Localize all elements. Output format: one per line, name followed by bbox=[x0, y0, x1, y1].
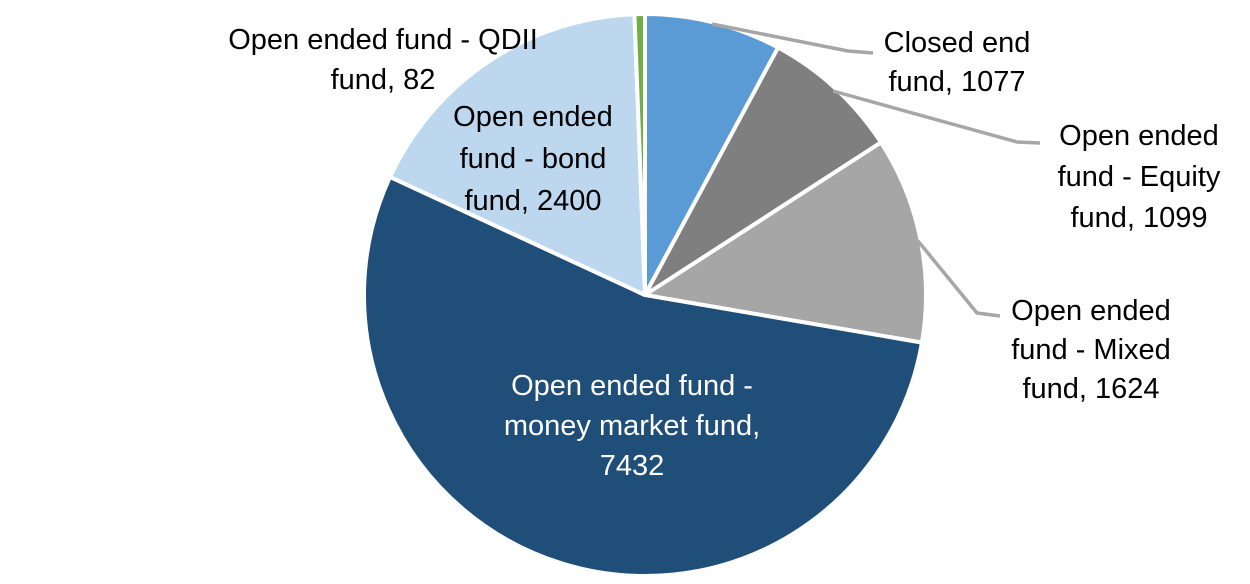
pie-slice-open-ended-fund-bond-fund bbox=[388, 12, 647, 297]
data-label-mixed-fund: Open ended fund - Mixed fund, 1624 bbox=[1011, 292, 1171, 409]
data-label-text: Open ended bbox=[1011, 295, 1171, 327]
data-label-text: Closed end bbox=[883, 27, 1031, 59]
data-label-qdii-fund: Open ended fund - QDII fund, 82 bbox=[228, 20, 538, 100]
data-label-bond-fund: Open ended fund - bond fund, 2400 bbox=[453, 96, 613, 222]
data-label-text: 7432 bbox=[599, 450, 665, 482]
pie-slice-closed-end-fund bbox=[643, 12, 781, 297]
pie-slices-group bbox=[362, 12, 928, 578]
data-label-text: fund - Equity bbox=[1057, 161, 1221, 193]
data-label-text: Open ended fund - QDII bbox=[228, 24, 538, 56]
data-label-text: fund, 2400 bbox=[464, 185, 602, 217]
data-label-closed-end-fund: Closed end fund, 1077 bbox=[884, 24, 1031, 102]
data-label-text: fund, 1077 bbox=[888, 66, 1026, 98]
data-label-text: Open ended bbox=[1059, 120, 1219, 152]
data-label-money-market-fund: Open ended fund - money market fund, 743… bbox=[504, 366, 760, 486]
data-label-text: fund - bond bbox=[459, 143, 607, 175]
data-label-text: fund, 1624 bbox=[1022, 373, 1160, 405]
pie-slice-open-ended-fund-money-market-fund bbox=[362, 174, 924, 578]
data-label-text: money market fund, bbox=[503, 410, 761, 442]
data-label-text: fund, 82 bbox=[330, 64, 436, 96]
leader-line-equity-fund bbox=[832, 89, 1041, 145]
data-label-text: Open ended fund - bbox=[511, 370, 753, 402]
data-label-text: fund - Mixed bbox=[1011, 334, 1171, 366]
pie-slice-open-ended-fund-mixed-fund bbox=[643, 140, 928, 345]
data-label-equity-fund: Open ended fund - Equity fund, 1099 bbox=[1058, 116, 1221, 239]
leader-line-closed-end-fund bbox=[711, 22, 874, 55]
pie-slice-open-ended-fund-qdii-fund bbox=[632, 12, 647, 297]
data-label-text: Open ended bbox=[453, 101, 613, 133]
pie-slice-open-ended-fund-equity-fund bbox=[643, 45, 883, 297]
data-label-text: fund, 1099 bbox=[1070, 202, 1208, 234]
leader-line-mixed-fund bbox=[916, 239, 1001, 318]
leader-lines-group bbox=[711, 22, 1041, 318]
